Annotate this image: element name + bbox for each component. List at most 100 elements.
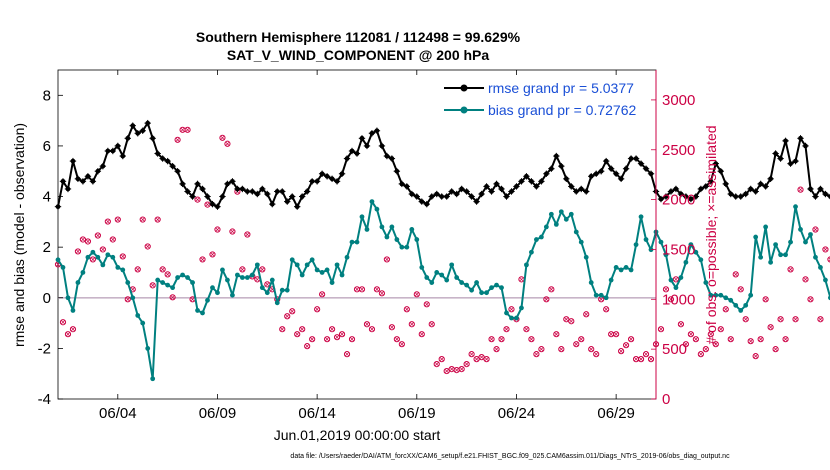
legend-rmse-label: rmse grand pr = 5.0377 xyxy=(488,80,634,96)
obs-possible-marker xyxy=(647,356,655,363)
bias-marker xyxy=(743,302,749,308)
bias-marker xyxy=(783,252,788,258)
obs-assimilated-cross xyxy=(364,322,370,327)
obs-assimilated-cross xyxy=(529,337,534,342)
obs-possible-marker xyxy=(338,331,346,338)
obs-possible-marker xyxy=(682,341,690,348)
bias-marker xyxy=(309,257,315,263)
bias-marker xyxy=(225,277,230,283)
obs-assimilated-cross xyxy=(344,352,350,357)
x-tick-label: 06/09 xyxy=(199,405,237,422)
bias-marker xyxy=(484,290,489,296)
obs-possible-marker xyxy=(279,326,286,333)
obs-assimilated-cross xyxy=(265,282,270,287)
obs-possible-marker xyxy=(304,343,311,350)
obs-possible-marker xyxy=(443,367,450,375)
obs-assimilated-cross xyxy=(693,337,698,342)
obs-assimilated-cross xyxy=(524,327,529,332)
obs-possible-marker xyxy=(732,271,739,278)
x-axis-ticks: 06/04 06/09 06/14 06/19 06/24 06/29 xyxy=(99,70,635,422)
bias-marker xyxy=(723,295,729,301)
obs-assimilated-cross xyxy=(499,337,504,342)
obs-assimilated-cross xyxy=(255,277,260,282)
obs-assimilated-cross xyxy=(140,217,145,222)
bias-marker xyxy=(95,254,101,260)
obs-assimilated-cross xyxy=(569,319,574,324)
obs-possible-marker xyxy=(563,316,570,323)
chart-title: Southern Hemisphere 112081 / 112498 = 99… xyxy=(196,29,521,45)
obs-assimilated-cross xyxy=(439,357,444,362)
y2-tick-label: 3000 xyxy=(662,92,695,109)
y-axis-ticks: -4 -2 0 2 4 6 8 xyxy=(38,87,63,408)
obs-possible-marker xyxy=(229,228,236,235)
obs-possible-marker xyxy=(159,266,166,273)
obs-assimilated-cross xyxy=(658,327,664,332)
bias-marker xyxy=(733,302,739,308)
obs-assimilated-cross xyxy=(120,254,125,259)
y-tick-label: 4 xyxy=(43,189,51,206)
bias-marker xyxy=(788,239,793,245)
obs-possible-marker xyxy=(333,334,341,341)
bias-marker xyxy=(758,254,764,260)
obs-possible-marker xyxy=(588,346,595,353)
obs-assimilated-cross xyxy=(619,349,624,354)
obs-assimilated-cross xyxy=(115,217,120,222)
obs-possible-marker xyxy=(573,341,580,348)
bias-marker xyxy=(504,310,509,316)
obs-assimilated-cross xyxy=(399,342,404,347)
bias-marker xyxy=(499,285,504,291)
bias-marker xyxy=(588,280,594,285)
bias-marker xyxy=(718,292,724,298)
x-tick-label: 06/14 xyxy=(298,405,336,422)
obs-assimilated-cross xyxy=(479,355,484,360)
obs-assimilated-cross xyxy=(808,297,813,302)
y-tick-label: 8 xyxy=(43,87,51,104)
obs-assimilated-cross xyxy=(559,347,564,352)
obs-possible-marker xyxy=(508,306,515,313)
bias-marker xyxy=(479,290,484,296)
obs-assimilated-cross xyxy=(708,332,713,337)
obs-assimilated-cross xyxy=(155,217,160,222)
bias-marker xyxy=(633,242,639,248)
obs-assimilated-cross xyxy=(783,337,788,342)
obs-possible-marker xyxy=(687,331,694,338)
bias-marker xyxy=(489,285,494,291)
obs-assimilated-cross xyxy=(464,362,469,367)
bias-marker xyxy=(190,280,195,285)
legend: rmse grand pr = 5.0377 bias grand pr = 0… xyxy=(444,80,636,118)
obs-assimilated-cross xyxy=(634,357,639,362)
obs-possible-marker xyxy=(613,331,620,338)
obs-assimilated-cross xyxy=(614,332,619,337)
y2-tick-label: 1000 xyxy=(662,291,695,308)
bias-marker xyxy=(563,216,569,222)
obs-possible-marker xyxy=(498,336,505,343)
bias-marker xyxy=(683,259,689,265)
bias-marker xyxy=(548,211,554,217)
bias-marker xyxy=(514,315,519,321)
obs-assimilated-cross xyxy=(434,362,439,367)
obs-possible-marker xyxy=(433,361,440,368)
obs-assimilated-cross xyxy=(220,135,225,140)
obs-possible-marker xyxy=(722,306,729,313)
bias-marker xyxy=(618,267,624,273)
obs-possible-marker xyxy=(767,324,774,331)
obs-possible-marker xyxy=(378,290,386,297)
obs-assimilated-cross xyxy=(574,342,579,347)
bias-marker xyxy=(259,285,265,291)
obs-assimilated-cross xyxy=(424,302,429,307)
obs-possible-marker xyxy=(553,331,560,338)
bias-marker xyxy=(434,270,440,275)
bias-marker xyxy=(823,277,828,283)
obs-possible-marker xyxy=(284,313,291,320)
obs-possible-marker xyxy=(104,218,111,225)
bias-marker xyxy=(464,282,470,288)
bias-marker xyxy=(429,280,435,285)
bias-marker xyxy=(319,270,325,275)
bias-marker xyxy=(389,224,395,230)
bias-marker xyxy=(529,249,534,255)
bias-marker xyxy=(354,239,360,245)
obs-possible-marker xyxy=(89,256,96,263)
obs-assimilated-cross xyxy=(85,239,90,244)
obs-assimilated-cross xyxy=(245,232,250,237)
obs-assimilated-cross xyxy=(643,352,649,357)
